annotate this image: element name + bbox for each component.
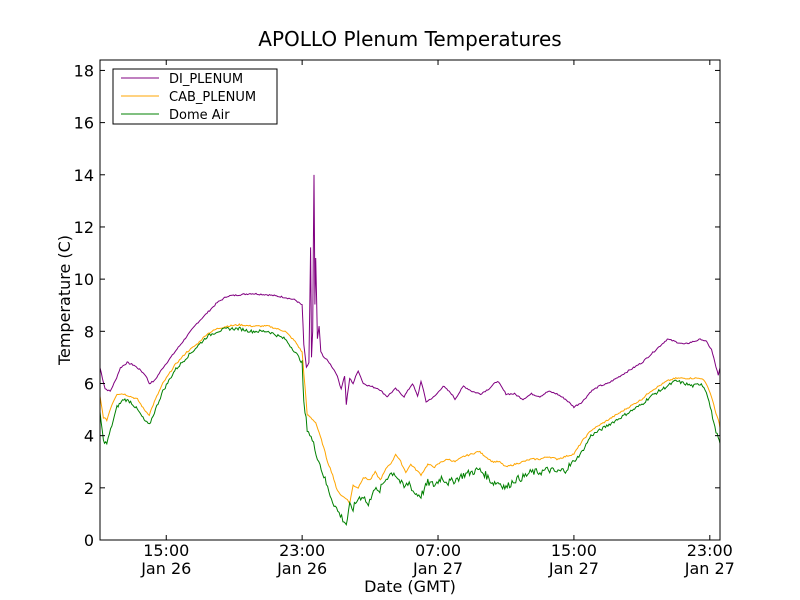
x-tick-label-time: 23:00 (687, 541, 733, 560)
series-layer (99, 174, 721, 526)
x-tick-label-date: Jan 27 (548, 559, 599, 578)
legend-label: DI_PLENUM (169, 72, 243, 87)
x-tick-label-time: 07:00 (415, 541, 461, 560)
x-tick-label-date: Jan 26 (140, 559, 191, 578)
y-tick-label: 2 (84, 479, 94, 498)
legend-label: CAB_PLENUM (169, 90, 256, 105)
series-line-dome-air (99, 326, 721, 526)
legend: DI_PLENUM CAB_PLENUM Dome Air (112, 68, 278, 125)
y-tick-label: 8 (84, 322, 94, 341)
y-tick-label: 18 (74, 61, 94, 80)
x-tick-label-time: 15:00 (143, 541, 189, 560)
legend-label: Dome Air (169, 108, 230, 123)
y-tick-label: 12 (74, 218, 94, 237)
x-tick-label-date: Jan 26 (276, 559, 327, 578)
series-line-cab-plenum (99, 323, 721, 506)
y-tick-label: 10 (74, 270, 94, 289)
y-axis-label: Temperature (C) (55, 235, 74, 366)
y-tick-label: 16 (74, 114, 94, 133)
x-tick-label-date: Jan 27 (684, 559, 735, 578)
y-tick-label: 0 (84, 531, 94, 550)
x-tick-label-date: Jan 27 (412, 559, 463, 578)
chart-title: APOLLO Plenum Temperatures (258, 27, 561, 51)
y-tick-label: 4 (84, 427, 94, 446)
x-tick-label-time: 15:00 (551, 541, 597, 560)
y-tick-label: 6 (84, 374, 94, 393)
plot-frame (99, 59, 721, 541)
series-line-di-plenum (99, 174, 721, 409)
x-tick-label-time: 23:00 (279, 541, 325, 560)
x-axis-label: Date (GMT) (364, 577, 456, 596)
y-tick-label: 14 (74, 166, 94, 185)
